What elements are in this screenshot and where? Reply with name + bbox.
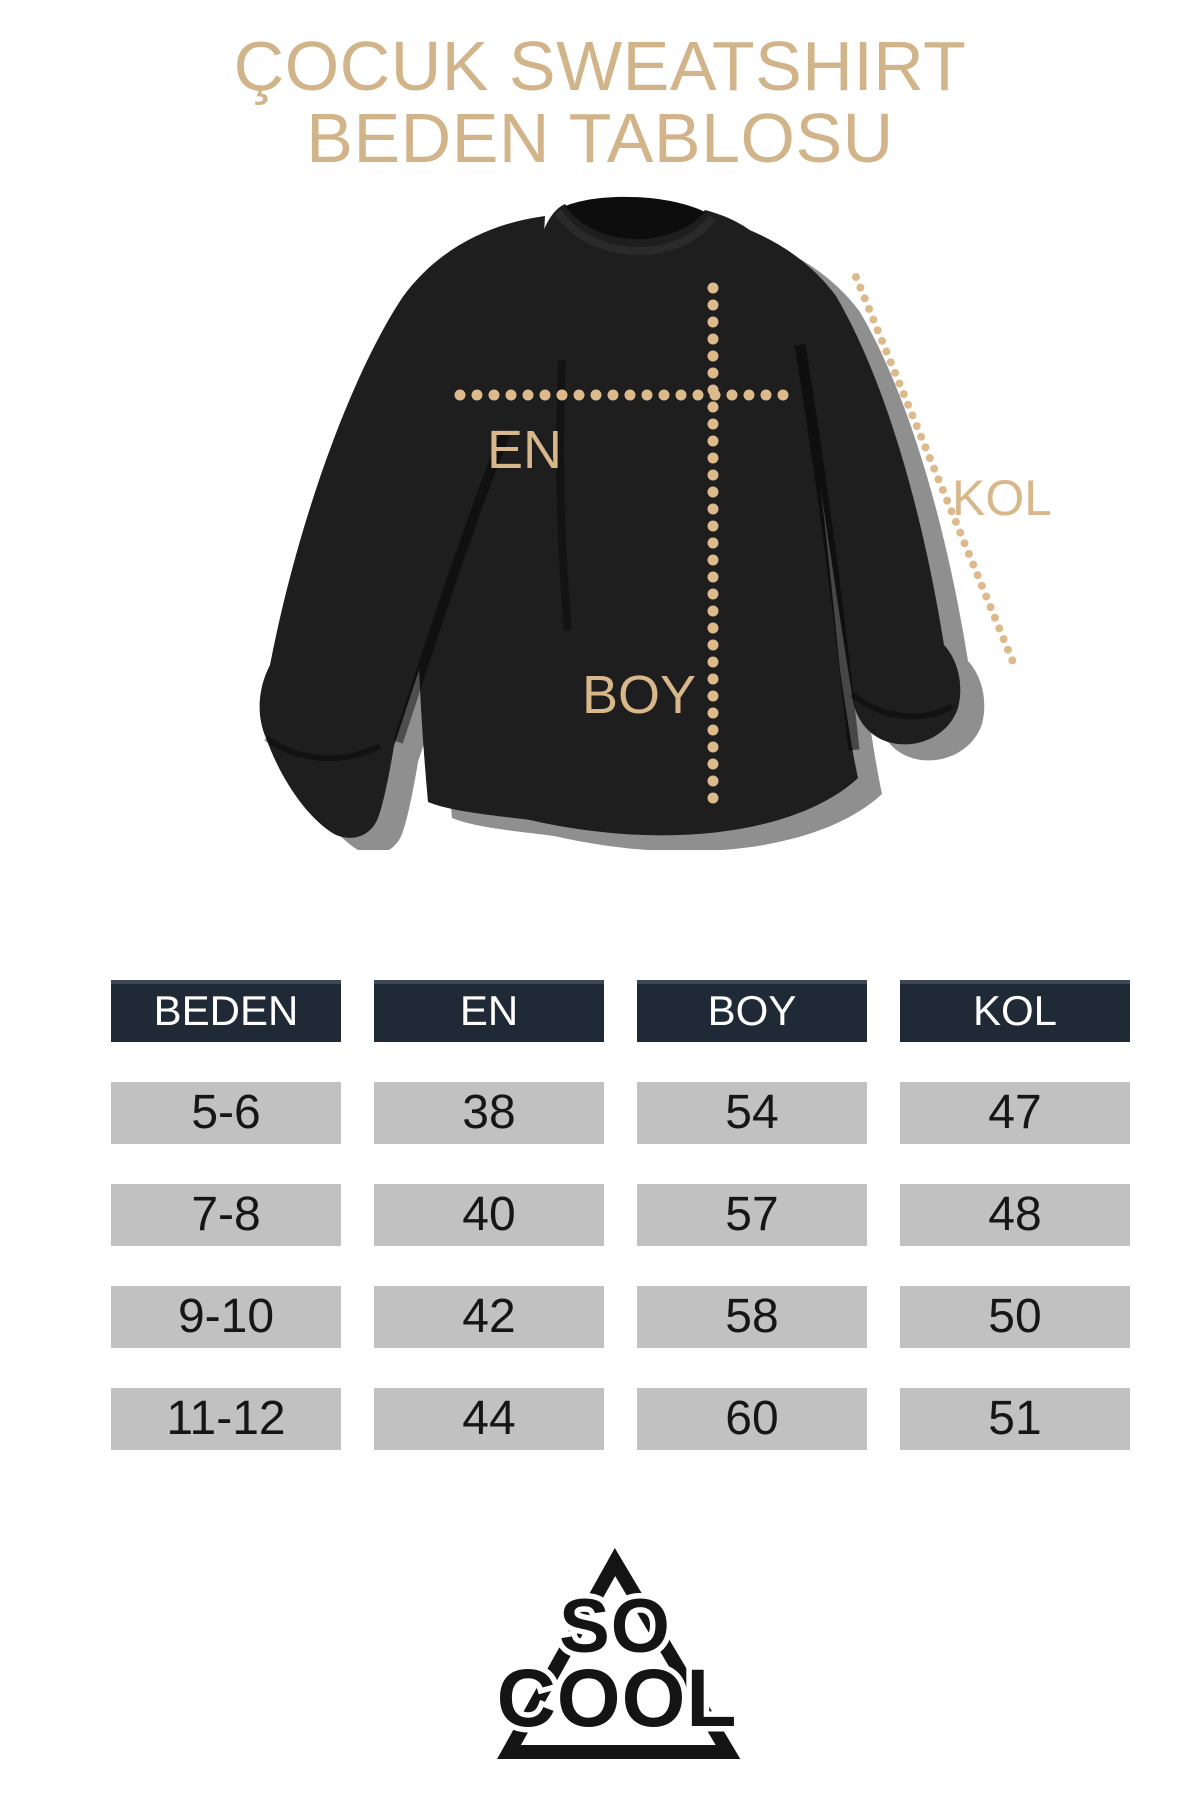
page-title: ÇOCUK SWEATSHIRT BEDEN TABLOSU <box>0 30 1200 174</box>
size-cell: 50 <box>900 1286 1130 1348</box>
logo-triangle-outline <box>497 1548 741 1759</box>
size-cell: 54 <box>637 1082 867 1144</box>
sweatshirt-diagram: EN BOY KOL <box>259 196 1050 850</box>
page-title-line1: ÇOCUK SWEATSHIRT <box>233 27 967 105</box>
logo-text-cool: COOL <box>497 1653 738 1744</box>
size-cell: 38 <box>374 1082 604 1144</box>
sleeve-measure-line <box>852 273 1019 671</box>
header-cell-kol: KOL <box>900 980 1130 1042</box>
size-cell: 58 <box>637 1286 867 1348</box>
brand-logo: SO COOL <box>495 1548 742 1759</box>
size-cell: 11-12 <box>111 1388 341 1450</box>
size-cell: 42 <box>374 1286 604 1348</box>
width-label: EN <box>487 420 562 480</box>
sleeve-label: KOL <box>952 470 1050 526</box>
header-cell-boy: BOY <box>637 980 867 1042</box>
size-cell: 9-10 <box>111 1286 341 1348</box>
size-cell: 5-6 <box>111 1082 341 1144</box>
header-cell-en: EN <box>374 980 604 1042</box>
logo-text-so: SO <box>559 1584 671 1669</box>
page-title-line2: BEDEN TABLOSU <box>306 99 894 177</box>
size-cell: 51 <box>900 1388 1130 1450</box>
size-cell: 40 <box>374 1184 604 1246</box>
size-table: BEDEN EN BOY KOL 5-6 38 54 47 7-8 40 57 … <box>111 980 1130 1450</box>
sweatshirt-illustration <box>259 196 961 838</box>
size-cell: 57 <box>637 1184 867 1246</box>
neck-opening <box>565 196 705 240</box>
size-cell: 48 <box>900 1184 1130 1246</box>
size-cell: 7-8 <box>111 1184 341 1246</box>
length-label: BOY <box>582 665 696 725</box>
size-cell: 47 <box>900 1082 1130 1144</box>
size-cell: 44 <box>374 1388 604 1450</box>
header-cell-beden: BEDEN <box>111 980 341 1042</box>
size-cell: 60 <box>637 1388 867 1450</box>
